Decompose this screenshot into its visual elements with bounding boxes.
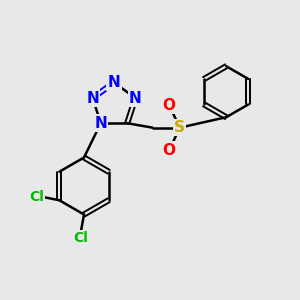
Text: S: S bbox=[174, 120, 185, 135]
Text: N: N bbox=[94, 116, 107, 131]
Text: O: O bbox=[163, 98, 176, 113]
Text: Cl: Cl bbox=[29, 190, 44, 204]
Text: N: N bbox=[108, 75, 120, 90]
Text: N: N bbox=[86, 91, 99, 106]
Text: O: O bbox=[163, 143, 176, 158]
Text: N: N bbox=[129, 91, 142, 106]
Text: Cl: Cl bbox=[74, 232, 88, 245]
